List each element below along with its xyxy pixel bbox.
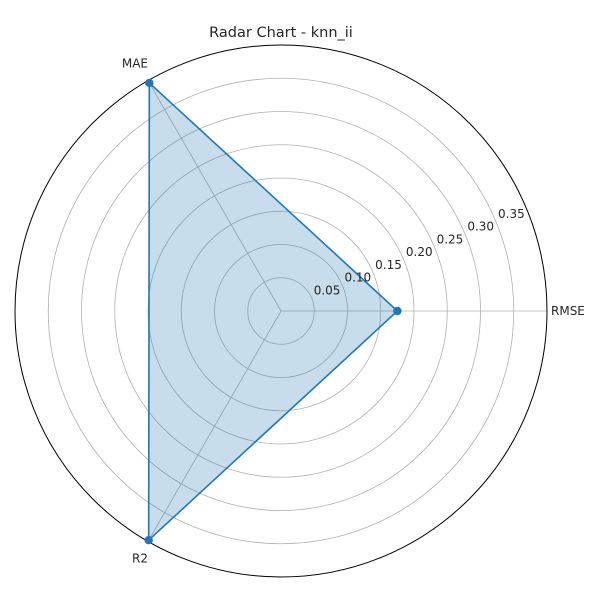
series-point-r2 bbox=[144, 536, 153, 545]
series-line bbox=[147, 82, 399, 542]
series-point-mae bbox=[145, 78, 154, 88]
radial-tick-label: 0.05 bbox=[314, 283, 341, 297]
radial-tick-label: 0.20 bbox=[406, 245, 433, 259]
radial-tick-label: 0.10 bbox=[344, 271, 371, 285]
axis-label-rmse: RMSE bbox=[551, 304, 585, 318]
axis-label-r2: R2 bbox=[132, 552, 148, 566]
series-point-rmse bbox=[393, 306, 402, 316]
radial-tick-label: 0.35 bbox=[498, 207, 525, 221]
radial-tick-label: 0.30 bbox=[467, 220, 494, 234]
radial-grid bbox=[14, 44, 548, 578]
series-area bbox=[148, 82, 398, 541]
axis-labels: 0.050.10 0.15 0.20 0.250.30 0.35 RMSE MAE R2 bbox=[122, 56, 585, 565]
grid-spoke bbox=[147, 310, 282, 542]
series-layer bbox=[144, 78, 402, 545]
polar-frame bbox=[14, 44, 548, 578]
grid-spoke bbox=[147, 80, 282, 312]
radial-tick-label: 0.25 bbox=[437, 232, 464, 246]
axis-label-mae: MAE bbox=[122, 56, 148, 70]
radial-tick-label: 0.15 bbox=[375, 258, 402, 272]
chart-title: Radar Chart - knn_ii bbox=[209, 25, 353, 41]
